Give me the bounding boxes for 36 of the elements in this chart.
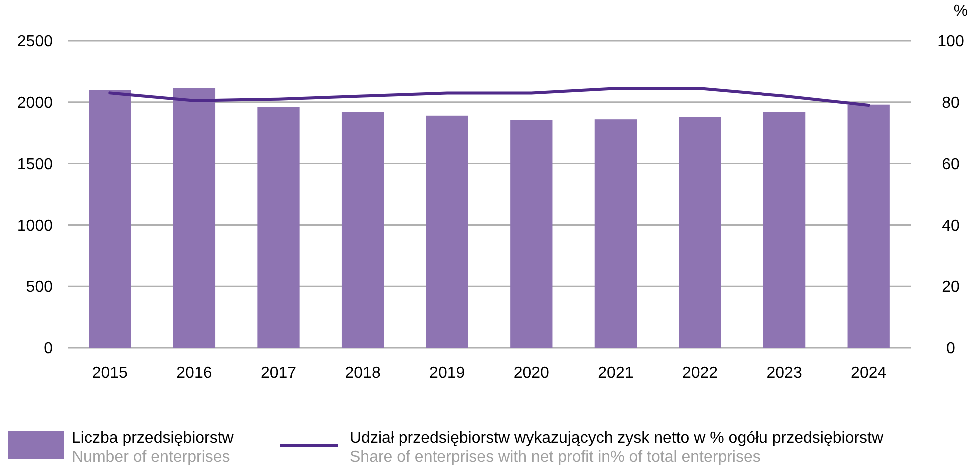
y2-tick-label: 60	[942, 156, 960, 174]
x-tick-label: 2016	[176, 365, 212, 382]
y-tick-label: 500	[26, 279, 54, 296]
bar	[594, 120, 638, 348]
bar	[848, 104, 890, 348]
x-tick-label: 2020	[514, 365, 550, 382]
x-tick-label: 2024	[851, 365, 887, 382]
y2-tick-label: 40	[942, 218, 960, 235]
bar	[510, 120, 553, 348]
y2-tick-label: 0	[946, 340, 956, 358]
y-tick-label: 2000	[17, 95, 54, 112]
y2-tick-label: 80	[942, 95, 960, 112]
x-tick-label: 2017	[260, 365, 297, 382]
line-series	[108, 87, 870, 107]
bar	[426, 116, 468, 348]
x-tick-label: 2018	[345, 365, 381, 382]
legend-label: Liczba przedsiębiorstw Number of enterprises	[72, 430, 234, 466]
y-tick-label: 1500	[17, 156, 54, 174]
legend-label: Udział przedsiębiorstw wykazujących zysk netto w % ogółu przedsiębiorstw Share of enterprises with net profit in% of total enterprises	[350, 430, 884, 466]
bar	[342, 112, 384, 348]
x-tick-label: 2015	[92, 365, 128, 382]
x-tick-label: 2023	[766, 365, 802, 382]
bar	[89, 90, 132, 348]
bar	[173, 88, 216, 348]
y2-tick-label: 100	[938, 34, 964, 51]
y-tick-label: 0	[44, 340, 54, 358]
y-tick-label: 2500	[17, 34, 54, 51]
x-tick-label: 2021	[598, 365, 634, 382]
x-tick-label: 2019	[430, 365, 466, 382]
y2-tick-label: 20	[942, 279, 960, 296]
y2-axis-title: %	[954, 3, 968, 20]
y-tick-label: 1000	[17, 218, 54, 235]
bar	[679, 117, 722, 348]
x-tick-label: 2022	[682, 365, 718, 382]
bar	[763, 112, 806, 348]
bar	[258, 107, 300, 348]
